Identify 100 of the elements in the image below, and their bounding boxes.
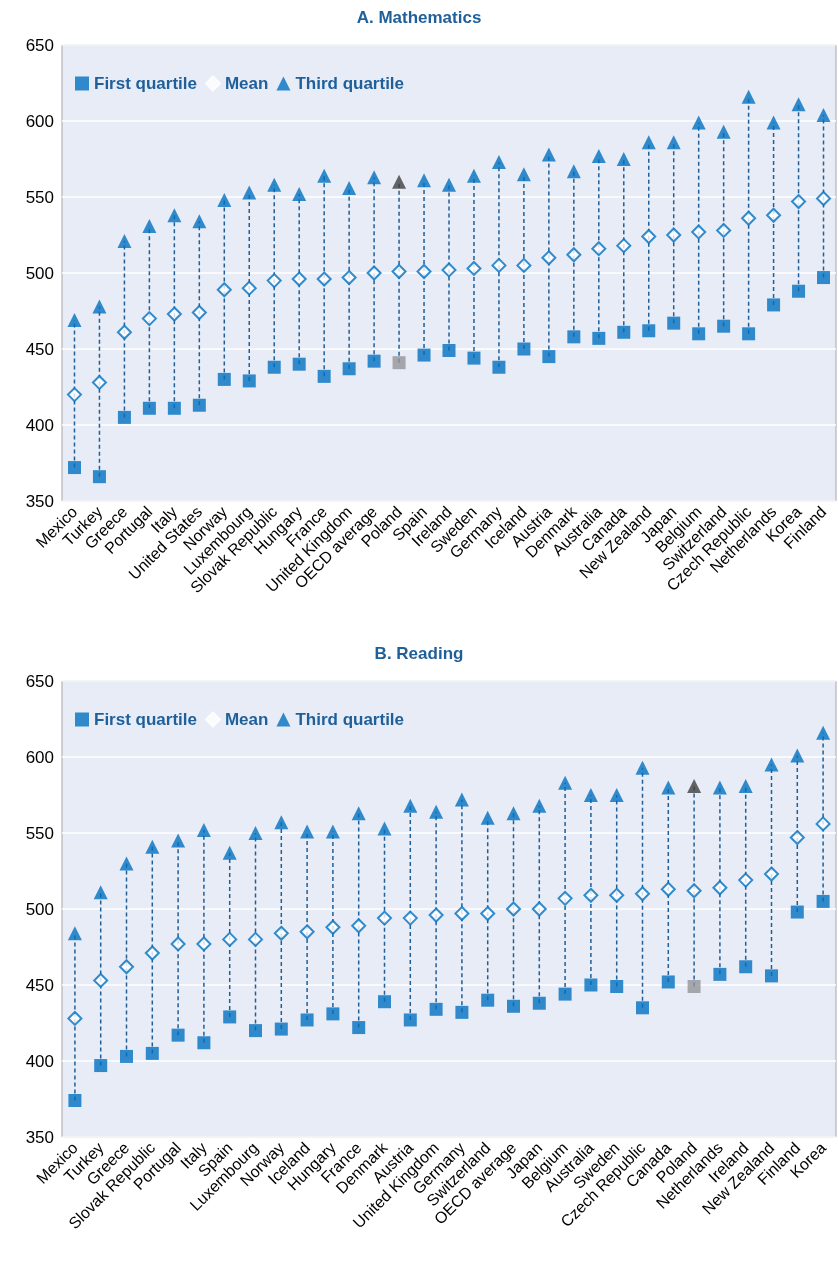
- point: [591, 148, 606, 163]
- point: [467, 351, 481, 365]
- point: [144, 945, 160, 961]
- point: [791, 97, 806, 112]
- point: [492, 360, 506, 374]
- point: [367, 354, 381, 368]
- point: [68, 1094, 82, 1108]
- point: [558, 987, 572, 1001]
- point: [242, 185, 257, 200]
- point: [716, 124, 731, 139]
- point: [325, 919, 341, 935]
- point: [610, 980, 624, 994]
- point: [617, 325, 631, 339]
- point: [558, 775, 573, 790]
- point: [366, 265, 382, 281]
- point: [196, 822, 211, 837]
- point: [222, 845, 237, 860]
- point: [480, 810, 495, 825]
- point: [402, 910, 418, 926]
- point: [742, 327, 756, 341]
- y-tick-label: 350: [25, 1127, 54, 1147]
- point: [792, 284, 806, 298]
- point: [817, 271, 831, 285]
- point: [717, 319, 731, 333]
- point: [766, 115, 781, 130]
- point: [299, 924, 315, 940]
- point: [416, 263, 432, 279]
- y-tick-label: 400: [25, 1051, 54, 1071]
- point: [216, 282, 232, 298]
- point: [687, 778, 702, 793]
- point: [532, 798, 547, 813]
- point: [197, 1036, 211, 1050]
- point: [516, 167, 531, 182]
- point: [491, 257, 507, 273]
- point: [274, 815, 289, 830]
- point: [507, 999, 520, 1013]
- point: [342, 362, 356, 376]
- chart-title: A. Mathematics: [356, 8, 482, 27]
- point: [167, 208, 182, 223]
- point: [691, 115, 706, 130]
- point: [316, 271, 332, 287]
- point: [790, 905, 804, 919]
- point: [791, 194, 807, 210]
- point: [661, 975, 675, 989]
- legend-label: Third quartile: [295, 710, 405, 729]
- point: [241, 280, 257, 296]
- point: [583, 887, 599, 903]
- point: [641, 135, 656, 150]
- point: [341, 270, 357, 286]
- legend-label: Mean: [224, 710, 269, 729]
- point: [171, 833, 186, 848]
- point: [712, 880, 728, 896]
- point: [592, 331, 606, 345]
- point: [292, 186, 307, 201]
- point: [91, 374, 107, 390]
- point: [764, 757, 779, 772]
- point: [591, 241, 607, 257]
- point: [142, 401, 156, 415]
- point: [567, 330, 581, 344]
- point: [222, 931, 238, 947]
- point: [273, 925, 289, 941]
- point: [692, 327, 706, 341]
- point: [317, 369, 331, 383]
- point: [267, 177, 282, 192]
- point: [739, 960, 753, 974]
- y-tick-label: 650: [25, 671, 54, 691]
- point: [351, 918, 367, 934]
- point: [764, 866, 779, 882]
- point: [609, 887, 625, 903]
- point: [816, 725, 831, 740]
- point: [542, 350, 556, 364]
- point: [267, 360, 281, 374]
- y-tick-label: 450: [25, 975, 54, 995]
- point: [667, 316, 681, 330]
- point: [67, 313, 82, 328]
- point: [481, 993, 495, 1007]
- point: [441, 262, 457, 278]
- point: [738, 778, 753, 793]
- point: [167, 401, 181, 415]
- point: [92, 470, 106, 484]
- point: [326, 1007, 340, 1021]
- point: [491, 155, 506, 170]
- point: [532, 996, 546, 1010]
- point: [317, 168, 332, 183]
- point: [642, 324, 656, 338]
- point: [816, 894, 830, 908]
- point: [609, 788, 624, 802]
- y-tick-label: 500: [25, 263, 54, 283]
- point: [686, 883, 702, 899]
- point: [583, 788, 598, 802]
- point: [67, 461, 81, 475]
- point: [242, 374, 256, 388]
- point: [666, 135, 681, 150]
- point: [790, 748, 805, 763]
- point: [442, 344, 456, 358]
- point: [660, 881, 676, 897]
- point: [666, 227, 682, 243]
- y-tick-label: 650: [25, 35, 54, 55]
- point: [223, 1010, 237, 1024]
- point: [367, 170, 382, 185]
